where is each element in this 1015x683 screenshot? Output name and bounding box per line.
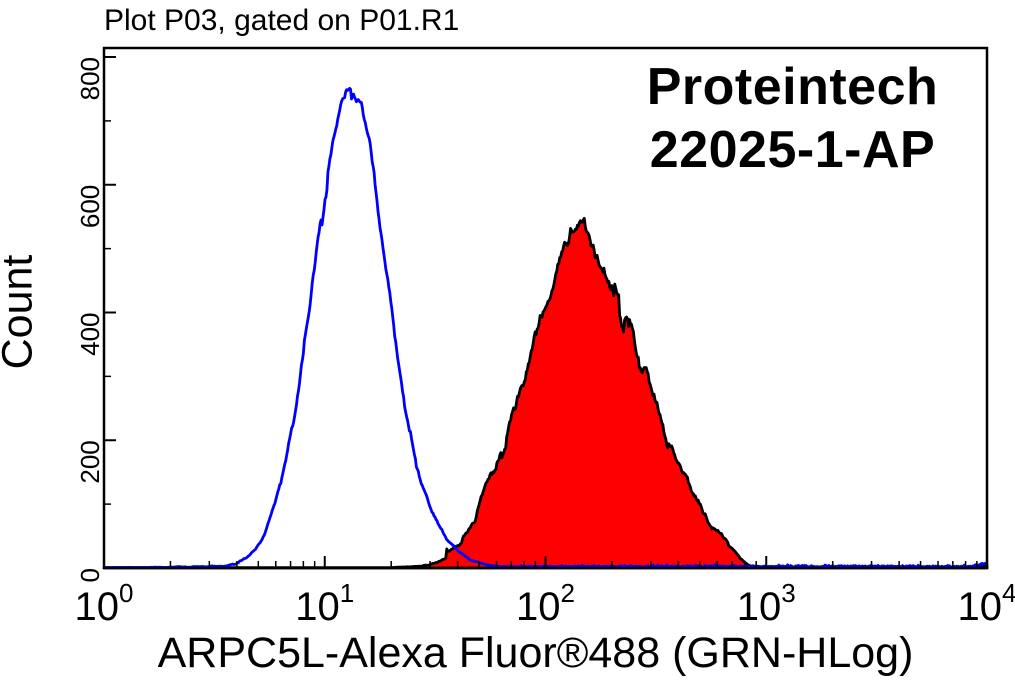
- svg-text:104: 104: [958, 578, 1015, 629]
- svg-text:103: 103: [737, 578, 796, 629]
- svg-text:101: 101: [295, 578, 354, 629]
- svg-text:0: 0: [75, 568, 105, 582]
- svg-text:102: 102: [516, 578, 575, 629]
- svg-text:200: 200: [75, 440, 105, 483]
- svg-text:600: 600: [75, 185, 105, 228]
- svg-text:100: 100: [75, 578, 134, 629]
- svg-text:400: 400: [75, 313, 105, 356]
- svg-text:800: 800: [75, 57, 105, 100]
